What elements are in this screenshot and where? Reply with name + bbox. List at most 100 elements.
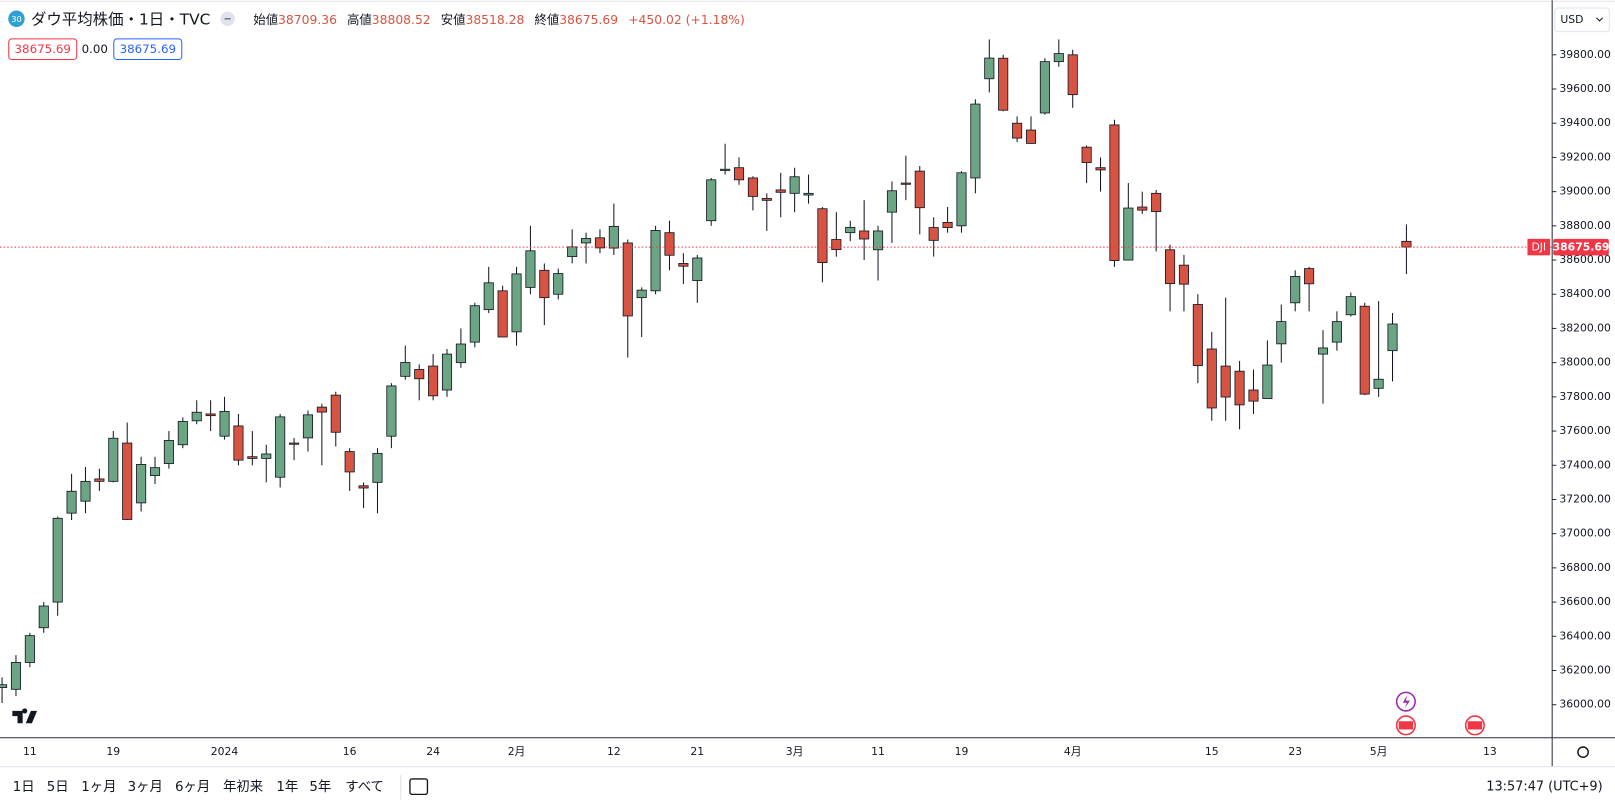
candle-body [122, 442, 133, 520]
candle-body [511, 273, 522, 333]
candle-body [1067, 54, 1078, 96]
candle-body [1123, 207, 1134, 261]
candle-body [539, 269, 550, 299]
candle-body [622, 242, 633, 317]
candle-body [1151, 192, 1162, 213]
y-tick-label: 37400.00 [1559, 458, 1611, 471]
candle-body [970, 103, 981, 179]
candle-body [886, 190, 898, 213]
ohlc-value: 38518.28 [465, 12, 524, 26]
candle-body [358, 485, 369, 489]
ohlc-label: 安値 [441, 11, 466, 26]
candle-body [275, 416, 286, 478]
range-button[interactable]: すべて [345, 779, 384, 795]
ohlc-legend: 始値38709.36 高値38808.52 安値38518.28 終値38675… [253, 11, 745, 26]
candle-body [483, 282, 494, 311]
candle-body [24, 635, 35, 663]
settings-icon[interactable] [1577, 746, 1589, 759]
range-button[interactable]: 1ヶ月 [81, 780, 116, 795]
ohlc-label: 始値 [253, 11, 278, 26]
x-tick-label: 3月 [786, 745, 804, 758]
range-button[interactable]: 5日 [47, 780, 69, 795]
range-button[interactable]: 6ヶ月 [175, 780, 210, 795]
candle-body [205, 413, 216, 417]
currency-label: USD [1560, 13, 1583, 26]
candle-body [344, 451, 355, 473]
candle-body [775, 189, 786, 193]
candle-body [80, 480, 91, 502]
x-tick-label: 2月 [508, 745, 526, 758]
candle-body [10, 662, 22, 690]
candle-body [428, 365, 439, 397]
candle-body [692, 257, 703, 281]
candle-body [1095, 167, 1106, 171]
indicator-box [113, 38, 183, 60]
candle-body [567, 246, 578, 258]
range-button[interactable]: 1日 [13, 780, 35, 795]
candle-body [455, 343, 466, 364]
candle-body [928, 227, 939, 241]
candle-body [1290, 276, 1301, 304]
currency-select[interactable] [1554, 7, 1610, 33]
x-tick-label: 5月 [1370, 745, 1388, 758]
candle-body [1387, 323, 1398, 352]
symbol-title[interactable]: ダウ平均株価・1日・TVC [31, 10, 211, 28]
candle-body [149, 467, 161, 476]
candle-body [414, 369, 425, 380]
candle-body [845, 226, 856, 234]
candle-body [1359, 305, 1370, 395]
candle-body [636, 289, 647, 299]
x-tick-label: 19 [955, 745, 969, 758]
candle-body [608, 225, 619, 249]
dropdown-caret [1596, 17, 1604, 22]
candle-body [761, 198, 772, 201]
x-tick-label: 16 [343, 745, 357, 758]
x-tick-label: 24 [426, 745, 440, 758]
y-tick-label: 37000.00 [1559, 527, 1611, 540]
candle-body [94, 478, 105, 482]
candle-body [52, 517, 63, 603]
range-button[interactable]: 年初来 [223, 779, 263, 795]
candle-body [1248, 389, 1259, 402]
range-button[interactable]: 1年 [276, 779, 298, 795]
range-button[interactable]: 5年 [309, 779, 331, 795]
candle-body [706, 179, 717, 222]
tv-logo [22, 708, 28, 714]
candle-body [594, 237, 606, 249]
candle-body [1081, 146, 1092, 163]
y-tick-label: 38800.00 [1559, 219, 1611, 232]
candle-body [1165, 249, 1176, 285]
indicator-value: 38675.69 [15, 42, 71, 56]
candle-body [247, 456, 258, 459]
candle-body [177, 421, 188, 446]
y-tick-label: 38400.00 [1559, 287, 1611, 300]
candle-body [1401, 240, 1412, 248]
y-tick-label: 37800.00 [1559, 390, 1611, 403]
y-tick-label: 37200.00 [1559, 492, 1611, 505]
candle-body [873, 230, 884, 251]
x-tick-label: 11 [23, 745, 37, 758]
x-tick-label: 4月 [1064, 745, 1082, 758]
y-tick-label: 39600.00 [1559, 82, 1611, 95]
range-button[interactable]: 3ヶ月 [128, 780, 163, 795]
date-range-icon[interactable] [409, 778, 429, 796]
candle-body [1276, 321, 1287, 345]
plot-area [0, 39, 1553, 703]
candle-body [1109, 124, 1120, 261]
candle-body [1234, 370, 1245, 406]
candle-body [1317, 347, 1329, 355]
candle-body [66, 490, 77, 514]
candle-body [1053, 53, 1064, 63]
price-name: DJI [1531, 241, 1546, 254]
change-value: +450.02 (+1.18%) [628, 12, 745, 26]
x-tick-label: 12 [607, 745, 621, 758]
candle-body [372, 453, 383, 483]
symbol-badge[interactable] [8, 10, 25, 28]
candle-body [163, 440, 174, 464]
candle-body [678, 263, 689, 267]
candle-body [1331, 321, 1342, 343]
y-tick-label: 36000.00 [1559, 698, 1611, 711]
